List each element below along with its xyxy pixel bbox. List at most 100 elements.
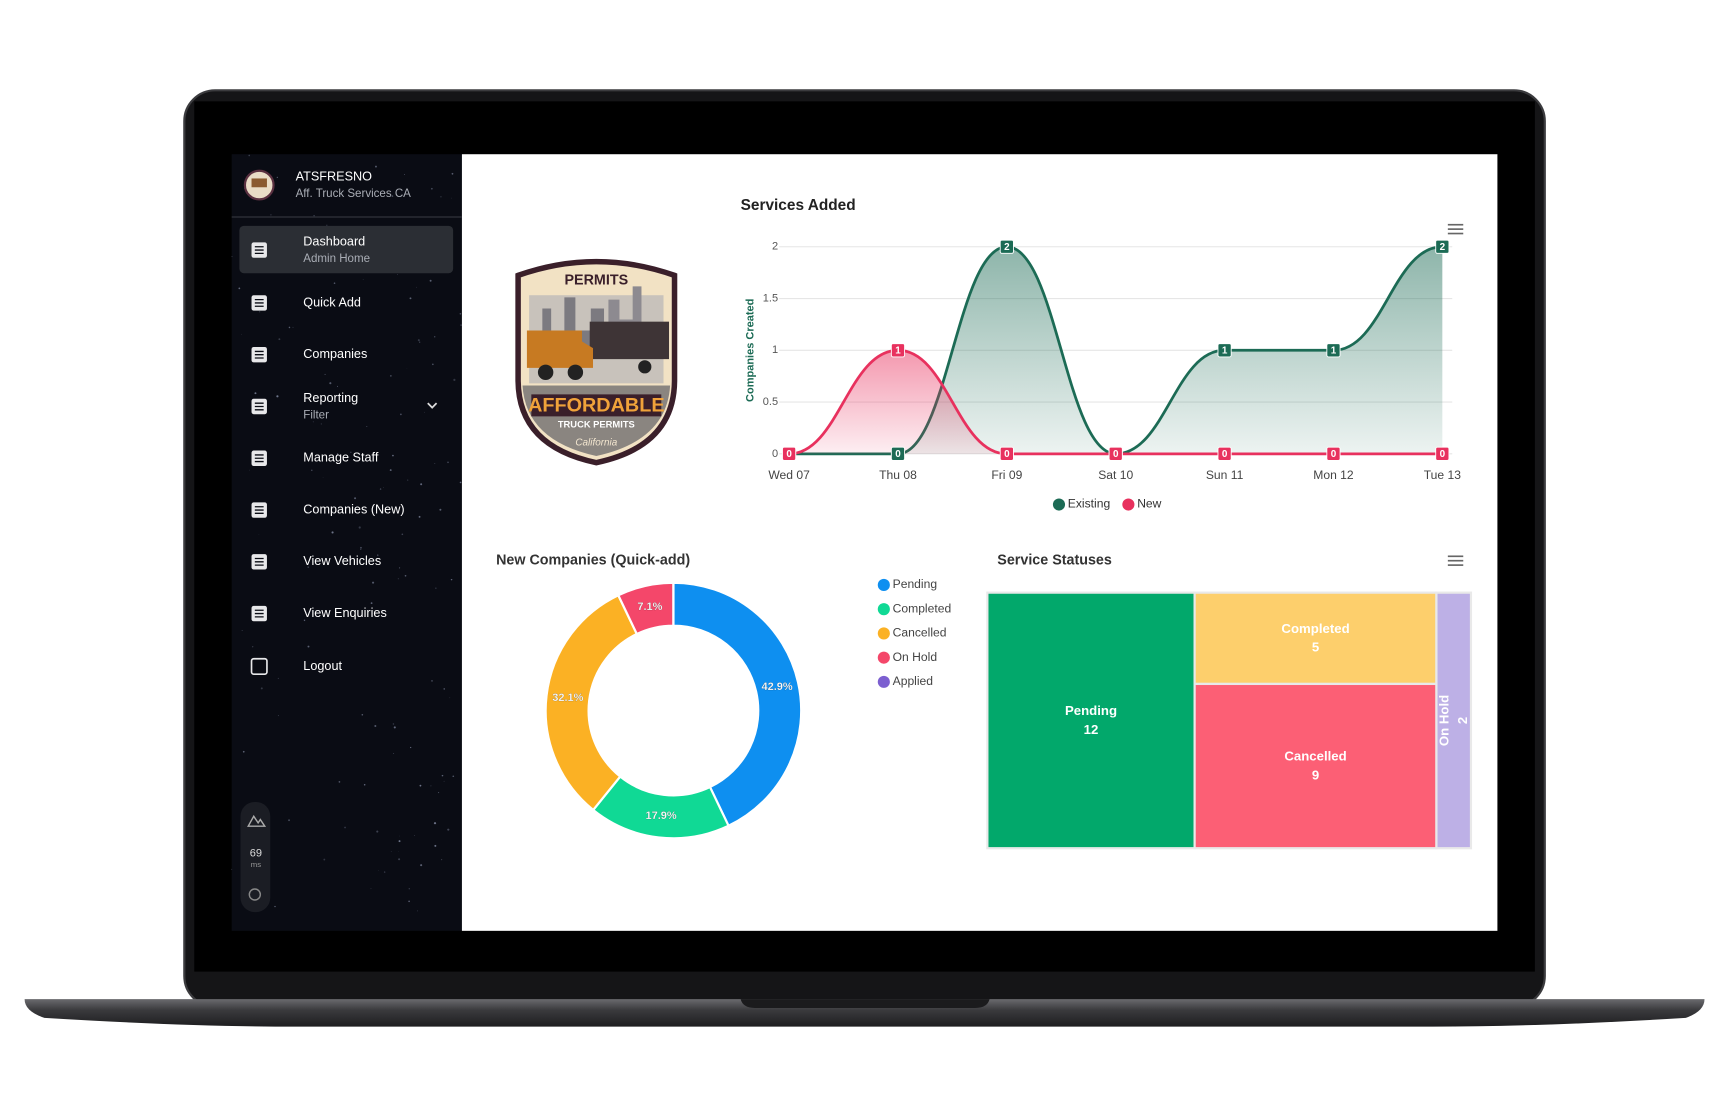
nav-label[interactable]: Dashboard: [303, 235, 365, 249]
laptop-base: [24, 999, 1705, 1027]
star: [434, 844, 437, 847]
star: [231, 256, 233, 258]
y-tick-label: 2: [772, 241, 778, 253]
star: [350, 451, 352, 453]
legend-marker: [877, 651, 890, 664]
nav-label[interactable]: View Vehicles: [303, 554, 381, 568]
legend-label[interactable]: Completed: [893, 601, 952, 615]
logo: PERMITS AFFORDABLE TRUCK PERMITS Califor…: [515, 258, 678, 466]
star: [434, 336, 436, 338]
star: [329, 382, 332, 385]
star: [360, 546, 362, 549]
legend-label[interactable]: Applied: [893, 674, 933, 688]
nav-label[interactable]: View Enquiries: [303, 606, 386, 620]
legend-marker: [877, 627, 890, 640]
star: [375, 165, 377, 168]
star: [393, 726, 396, 729]
legend-label[interactable]: Pending: [893, 577, 937, 591]
legend-label[interactable]: Cancelled: [893, 626, 947, 640]
nav-label[interactable]: Companies: [303, 347, 367, 361]
data-label: 42.9%: [761, 681, 792, 693]
cell-label: On Hold: [1436, 695, 1451, 746]
nav-label[interactable]: Logout: [303, 659, 342, 673]
treemap-cell: [986, 591, 1196, 850]
data-label-box: [1435, 446, 1450, 461]
star: [363, 783, 366, 786]
star: [376, 830, 379, 833]
data-label-box: [1326, 343, 1341, 358]
star: [248, 154, 250, 157]
star: [362, 279, 364, 281]
latency-unit: ms: [251, 860, 261, 869]
star: [278, 338, 281, 341]
line-chart-menu[interactable]: [1447, 223, 1464, 235]
star: [288, 326, 291, 329]
star: [377, 554, 379, 556]
star: [276, 176, 278, 178]
treemap-cell: [1193, 682, 1438, 850]
nav-icon-detail: [254, 506, 264, 514]
star: [441, 859, 443, 861]
legend-label[interactable]: On Hold: [893, 650, 937, 664]
star: [393, 753, 395, 754]
star: [358, 526, 361, 529]
star: [424, 411, 425, 413]
star: [379, 488, 382, 490]
star: [419, 341, 421, 343]
data-label: 2: [1004, 242, 1010, 253]
chart-title: Services Added: [741, 197, 856, 214]
y-tick-label: 1: [772, 344, 778, 356]
y-axis-label: Companies Created: [744, 299, 756, 402]
cell-label: Completed: [1281, 621, 1349, 636]
star: [410, 746, 412, 749]
data-label: 1: [895, 345, 901, 356]
star: [449, 697, 451, 699]
data-label-box: [1108, 446, 1123, 461]
star: [292, 326, 294, 328]
star: [326, 224, 328, 226]
legend-marker: [877, 603, 890, 616]
star: [418, 515, 421, 518]
latency-icon: [247, 814, 267, 827]
logo-sub: TRUCK PERMITS: [558, 420, 635, 430]
nav-icon-detail: [254, 298, 264, 307]
star: [276, 395, 279, 398]
legend-marker: [1122, 498, 1135, 511]
y-tick-label: 1.5: [763, 292, 778, 304]
treemap-menu[interactable]: [1447, 555, 1464, 566]
legend-label[interactable]: New: [1137, 497, 1161, 511]
star: [419, 784, 422, 787]
star: [443, 688, 446, 690]
star: [404, 574, 407, 577]
nav-icon-detail: [254, 350, 264, 359]
legend-label[interactable]: Existing: [1068, 497, 1110, 511]
star: [453, 378, 456, 381]
star: [460, 324, 462, 326]
nav-label[interactable]: Companies (New): [303, 502, 404, 516]
star: [242, 750, 245, 753]
star: [323, 858, 326, 861]
data-label-box: [890, 446, 906, 461]
star: [408, 888, 410, 890]
inspect-icon[interactable]: [248, 888, 262, 901]
nav-icon-detail: [254, 402, 264, 411]
nav-chevron[interactable]: [427, 402, 438, 409]
x-tick-label: Tue 13: [1424, 468, 1462, 482]
nav-label[interactable]: Quick Add: [303, 295, 361, 309]
charts: Services Added 0 0.5 1 1.5 2 Companies Created…: [496, 197, 1473, 850]
star: [336, 385, 338, 387]
star: [430, 187, 433, 190]
data-label: 0: [1440, 449, 1446, 460]
nav-label[interactable]: Reporting: [303, 391, 358, 405]
star: [433, 822, 437, 825]
star: [417, 910, 418, 912]
star: [307, 566, 310, 568]
star: [399, 835, 400, 837]
nav-label[interactable]: Manage Staff: [303, 451, 379, 465]
data-label-box: [890, 343, 906, 358]
area: [789, 350, 1443, 454]
y-tick-label: 0.5: [763, 396, 778, 408]
nav-icon-detail: [254, 454, 264, 463]
data-label: 17.9%: [645, 810, 676, 822]
chart-title: Service Statuses: [997, 552, 1112, 568]
